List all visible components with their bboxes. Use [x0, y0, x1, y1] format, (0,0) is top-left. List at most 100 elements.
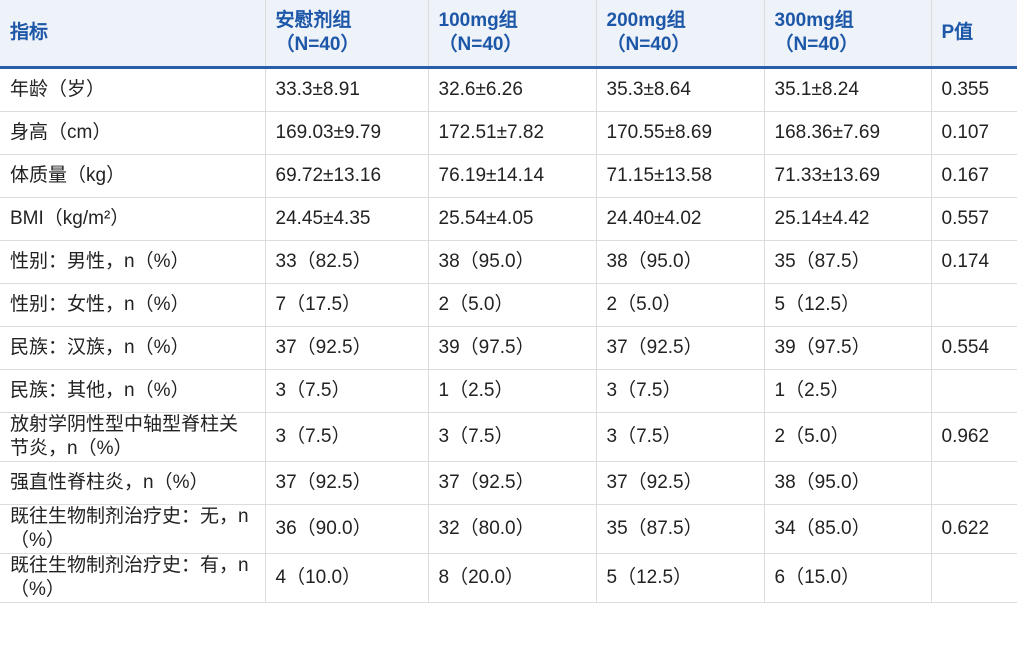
row-label: 民族：汉族，n（%） [0, 326, 266, 370]
table-row: 民族：其他，n（%） 3（7.5） 1（2.5） 3（7.5） 1（2.5） [0, 369, 1017, 413]
cell: 168.36±7.69 [764, 111, 932, 155]
cell: 2（5.0） [596, 283, 765, 327]
cell: 35（87.5） [764, 240, 932, 284]
cell: 3（7.5） [596, 412, 765, 462]
cell: 2（5.0） [764, 412, 932, 462]
cell: 5（12.5） [596, 553, 765, 603]
cell: 39（97.5） [764, 326, 932, 370]
header-line: （N=40） [774, 34, 859, 55]
data-table: 指标 安慰剂组 （N=40） 100mg组 （N=40） 200mg组 （N=40） 300m… [0, 0, 1017, 603]
row-label: 既往生物制剂治疗史：无，n（%） [0, 504, 266, 554]
cell: 3（7.5） [265, 369, 429, 413]
cell: 0.557 [931, 197, 1017, 241]
cell: 2（5.0） [428, 283, 597, 327]
cell: 4（10.0） [265, 553, 429, 603]
cell: 0.962 [931, 412, 1017, 462]
table-row: 既往生物制剂治疗史：有，n（%） 4（10.0） 8（20.0） 5（12.5） 6（1… [0, 553, 1017, 603]
cell: 38（95.0） [764, 461, 932, 505]
table-row: 既往生物制剂治疗史：无，n（%） 36（90.0） 32（80.0） 35（87.5）… [0, 504, 1017, 554]
cell: 25.14±4.42 [764, 197, 932, 241]
cell: 37（92.5） [596, 326, 765, 370]
cell: 6（15.0） [764, 553, 932, 603]
cell: 3（7.5） [265, 412, 429, 462]
row-label: 身高（cm） [0, 111, 266, 155]
table-row: 性别：男性，n（%） 33（82.5） 38（95.0） 38（95.0） 35（87.… [0, 240, 1017, 284]
cell: 5（12.5） [764, 283, 932, 327]
cell: 25.54±4.05 [428, 197, 597, 241]
cell: 37（92.5） [265, 326, 429, 370]
cell: 1（2.5） [428, 369, 597, 413]
cell: 0.107 [931, 111, 1017, 155]
header-cell: 指标 [0, 0, 266, 69]
header-cell: 200mg组 （N=40） [596, 0, 765, 69]
header-line: 安慰剂组 [275, 10, 352, 31]
cell: 32.6±6.26 [428, 67, 597, 112]
cell: 0.622 [931, 504, 1017, 554]
row-label: BMI（kg/m²） [0, 197, 266, 241]
header-line: 200mg组 [606, 10, 686, 31]
cell: 3（7.5） [428, 412, 597, 462]
cell: 37（92.5） [265, 461, 429, 505]
cell: 69.72±13.16 [265, 154, 429, 198]
cell: 1（2.5） [764, 369, 932, 413]
row-label: 性别：女性，n（%） [0, 283, 266, 327]
cell [931, 283, 1017, 327]
cell: 0.554 [931, 326, 1017, 370]
cell: 33（82.5） [265, 240, 429, 284]
header-cell: 100mg组 （N=40） [428, 0, 597, 69]
cell: 24.40±4.02 [596, 197, 765, 241]
header-line: 100mg组 [438, 10, 518, 31]
header-cell: P值 [931, 0, 1017, 69]
cell: 170.55±8.69 [596, 111, 765, 155]
cell: 37（92.5） [596, 461, 765, 505]
row-label: 体质量（kg） [0, 154, 266, 198]
table-row: 放射学阴性型中轴型脊柱关节炎，n（%） 3（7.5） 3（7.5） 3（7.5） 2（5… [0, 412, 1017, 462]
table-row: 民族：汉族，n（%） 37（92.5） 39（97.5） 37（92.5） 39（97.… [0, 326, 1017, 370]
header-line: 300mg组 [774, 10, 854, 31]
table-row: 身高（cm） 169.03±9.79 172.51±7.82 170.55±8.69 1… [0, 111, 1017, 155]
cell: 24.45±4.35 [265, 197, 429, 241]
cell: 33.3±8.91 [265, 67, 429, 112]
header-line: （N=40） [438, 34, 523, 55]
cell [931, 369, 1017, 413]
row-label: 放射学阴性型中轴型脊柱关节炎，n（%） [0, 412, 266, 462]
table-row: 年龄（岁） 33.3±8.91 32.6±6.26 35.3±8.64 35.1±8.2… [0, 67, 1017, 112]
cell [931, 461, 1017, 505]
header-line: （N=40） [275, 34, 360, 55]
cell: 71.33±13.69 [764, 154, 932, 198]
cell: 32（80.0） [428, 504, 597, 554]
cell: 39（97.5） [428, 326, 597, 370]
cell: 35（87.5） [596, 504, 765, 554]
header-cell: 300mg组 （N=40） [764, 0, 932, 69]
cell: 169.03±9.79 [265, 111, 429, 155]
row-label: 既往生物制剂治疗史：有，n（%） [0, 553, 266, 603]
cell: 8（20.0） [428, 553, 597, 603]
cell: 34（85.0） [764, 504, 932, 554]
cell: 37（92.5） [428, 461, 597, 505]
row-label: 性别：男性，n（%） [0, 240, 266, 284]
cell [931, 553, 1017, 603]
cell: 38（95.0） [596, 240, 765, 284]
header-line: （N=40） [606, 34, 691, 55]
cell: 3（7.5） [596, 369, 765, 413]
cell: 7（17.5） [265, 283, 429, 327]
cell: 76.19±14.14 [428, 154, 597, 198]
table-body: 年龄（岁） 33.3±8.91 32.6±6.26 35.3±8.64 35.1±8.2… [0, 67, 1017, 603]
table-row: BMI（kg/m²） 24.45±4.35 25.54±4.05 24.40±4.02… [0, 197, 1017, 241]
cell: 0.174 [931, 240, 1017, 284]
row-label: 年龄（岁） [0, 67, 266, 112]
cell: 36（90.0） [265, 504, 429, 554]
cell: 35.3±8.64 [596, 67, 765, 112]
header-row: 指标 安慰剂组 （N=40） 100mg组 （N=40） 200mg组 （N=40） 300m… [0, 0, 1017, 69]
table-row: 性别：女性，n（%） 7（17.5） 2（5.0） 2（5.0） 5（12.5） [0, 283, 1017, 327]
cell: 0.355 [931, 67, 1017, 112]
cell: 38（95.0） [428, 240, 597, 284]
row-label: 民族：其他，n（%） [0, 369, 266, 413]
cell: 71.15±13.58 [596, 154, 765, 198]
cell: 172.51±7.82 [428, 111, 597, 155]
cell: 0.167 [931, 154, 1017, 198]
row-label: 强直性脊柱炎，n（%） [0, 461, 266, 505]
header-cell: 安慰剂组 （N=40） [265, 0, 429, 69]
cell: 35.1±8.24 [764, 67, 932, 112]
